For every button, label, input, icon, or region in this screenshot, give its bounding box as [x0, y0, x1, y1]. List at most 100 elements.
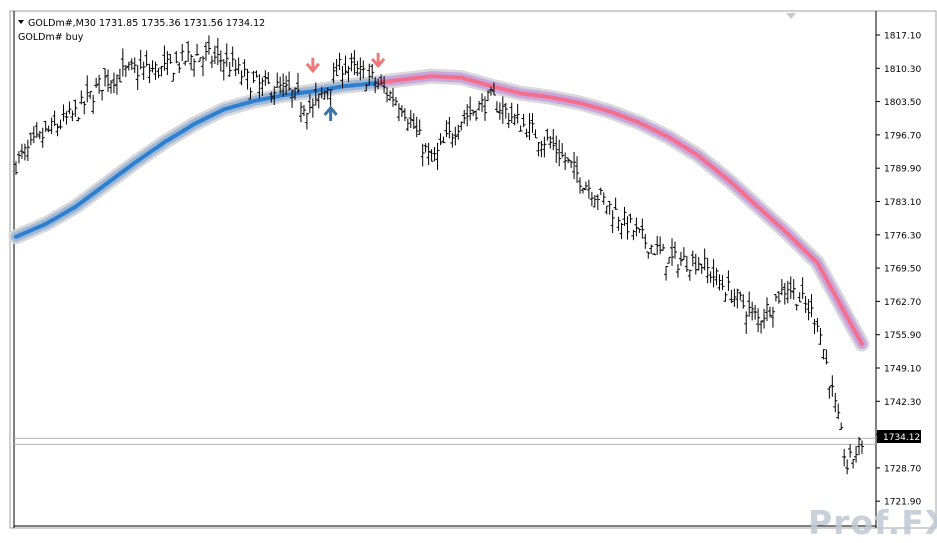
price-bar	[269, 91, 274, 103]
price-bar	[672, 241, 677, 259]
price-bar	[488, 86, 493, 96]
price-bar	[147, 63, 152, 83]
price-bar	[527, 113, 532, 141]
price-bar	[521, 113, 526, 128]
price-bar	[159, 65, 164, 77]
price-bar	[192, 58, 197, 77]
price-bar	[860, 440, 864, 454]
price-bar	[509, 102, 514, 123]
price-bar	[610, 210, 615, 233]
price-bar	[260, 77, 265, 96]
price-bar	[108, 79, 113, 94]
price-bar	[215, 37, 220, 66]
price-bar	[735, 288, 740, 309]
price-bar	[494, 101, 499, 113]
price-tick-label: 1810.30	[884, 65, 921, 75]
price-bar	[399, 105, 404, 117]
price-bar	[806, 299, 811, 321]
price-bar	[441, 136, 446, 144]
price-bar	[405, 118, 410, 132]
price-bar	[854, 445, 859, 463]
chart-shift-marker[interactable]	[786, 13, 796, 19]
price-bar	[117, 68, 122, 83]
price-bar	[390, 87, 395, 107]
price-bar	[598, 187, 603, 196]
price-bar	[361, 60, 366, 79]
price-bar	[212, 45, 217, 65]
price-bar	[49, 117, 54, 134]
price-bar	[506, 113, 511, 129]
price-tick-label: 1769.50	[884, 265, 921, 275]
symbol-menu-icon[interactable]	[18, 20, 24, 24]
price-tick-label: 1817.10	[884, 32, 921, 42]
price-bar	[325, 87, 330, 100]
price-bar	[524, 128, 529, 138]
price-bar	[738, 291, 743, 301]
price-bar	[613, 197, 618, 210]
price-bar	[432, 146, 437, 162]
price-bar	[569, 160, 574, 169]
price-bar	[165, 51, 170, 76]
price-bar	[705, 257, 710, 284]
price-bar	[106, 69, 111, 93]
price-bar	[776, 291, 781, 304]
price-bar	[248, 87, 253, 100]
price-bar	[88, 91, 93, 99]
price-bar	[536, 142, 541, 157]
price-bar	[649, 244, 654, 254]
price-bar	[16, 151, 21, 164]
price-bar	[396, 103, 401, 122]
price-bar	[22, 143, 27, 161]
price-bar	[310, 98, 315, 118]
price-tick-label: 1783.10	[884, 198, 921, 208]
price-bar	[518, 125, 523, 132]
price-bar	[301, 104, 306, 116]
price-bar	[836, 403, 841, 420]
price-bar	[675, 264, 680, 278]
price-bar	[73, 99, 78, 117]
price-bar	[355, 60, 360, 77]
price-bar	[129, 58, 134, 70]
price-bar	[328, 89, 333, 108]
price-bar	[417, 119, 422, 135]
price-bar	[622, 206, 627, 226]
price-bar	[851, 459, 856, 469]
price-bar	[31, 126, 36, 144]
price-bar	[236, 57, 241, 75]
price-bar	[601, 192, 606, 205]
price-bar	[631, 229, 636, 241]
price-bar	[586, 179, 591, 199]
price-bar	[747, 291, 752, 317]
price-bar	[646, 251, 651, 259]
price-bar	[162, 45, 167, 71]
price-tick-label: 1749.10	[884, 365, 921, 375]
current-price-tag	[877, 430, 921, 443]
current-price-lines	[14, 437, 876, 445]
price-bar	[708, 271, 713, 283]
price-bar	[714, 268, 719, 286]
price-bar	[242, 59, 247, 77]
price-bar	[64, 111, 69, 125]
price-bar	[720, 275, 725, 291]
price-bar	[551, 129, 556, 151]
price-bar	[539, 140, 544, 158]
price-bar	[411, 113, 416, 130]
current-price-label: 1734.12	[883, 433, 920, 443]
price-bar	[800, 277, 805, 299]
price-bar	[515, 103, 520, 124]
price-bar	[857, 436, 862, 456]
price-bar	[634, 217, 639, 237]
price-bar	[545, 128, 550, 141]
price-bar	[575, 156, 580, 184]
price-bar	[785, 280, 790, 304]
price-bar	[132, 57, 137, 73]
price-bar	[251, 71, 256, 83]
price-bar	[79, 90, 84, 105]
price-bar	[770, 306, 775, 328]
price-bar	[85, 75, 90, 103]
price-bar	[206, 35, 211, 55]
price-bar	[821, 349, 826, 360]
price-bar	[296, 72, 300, 94]
